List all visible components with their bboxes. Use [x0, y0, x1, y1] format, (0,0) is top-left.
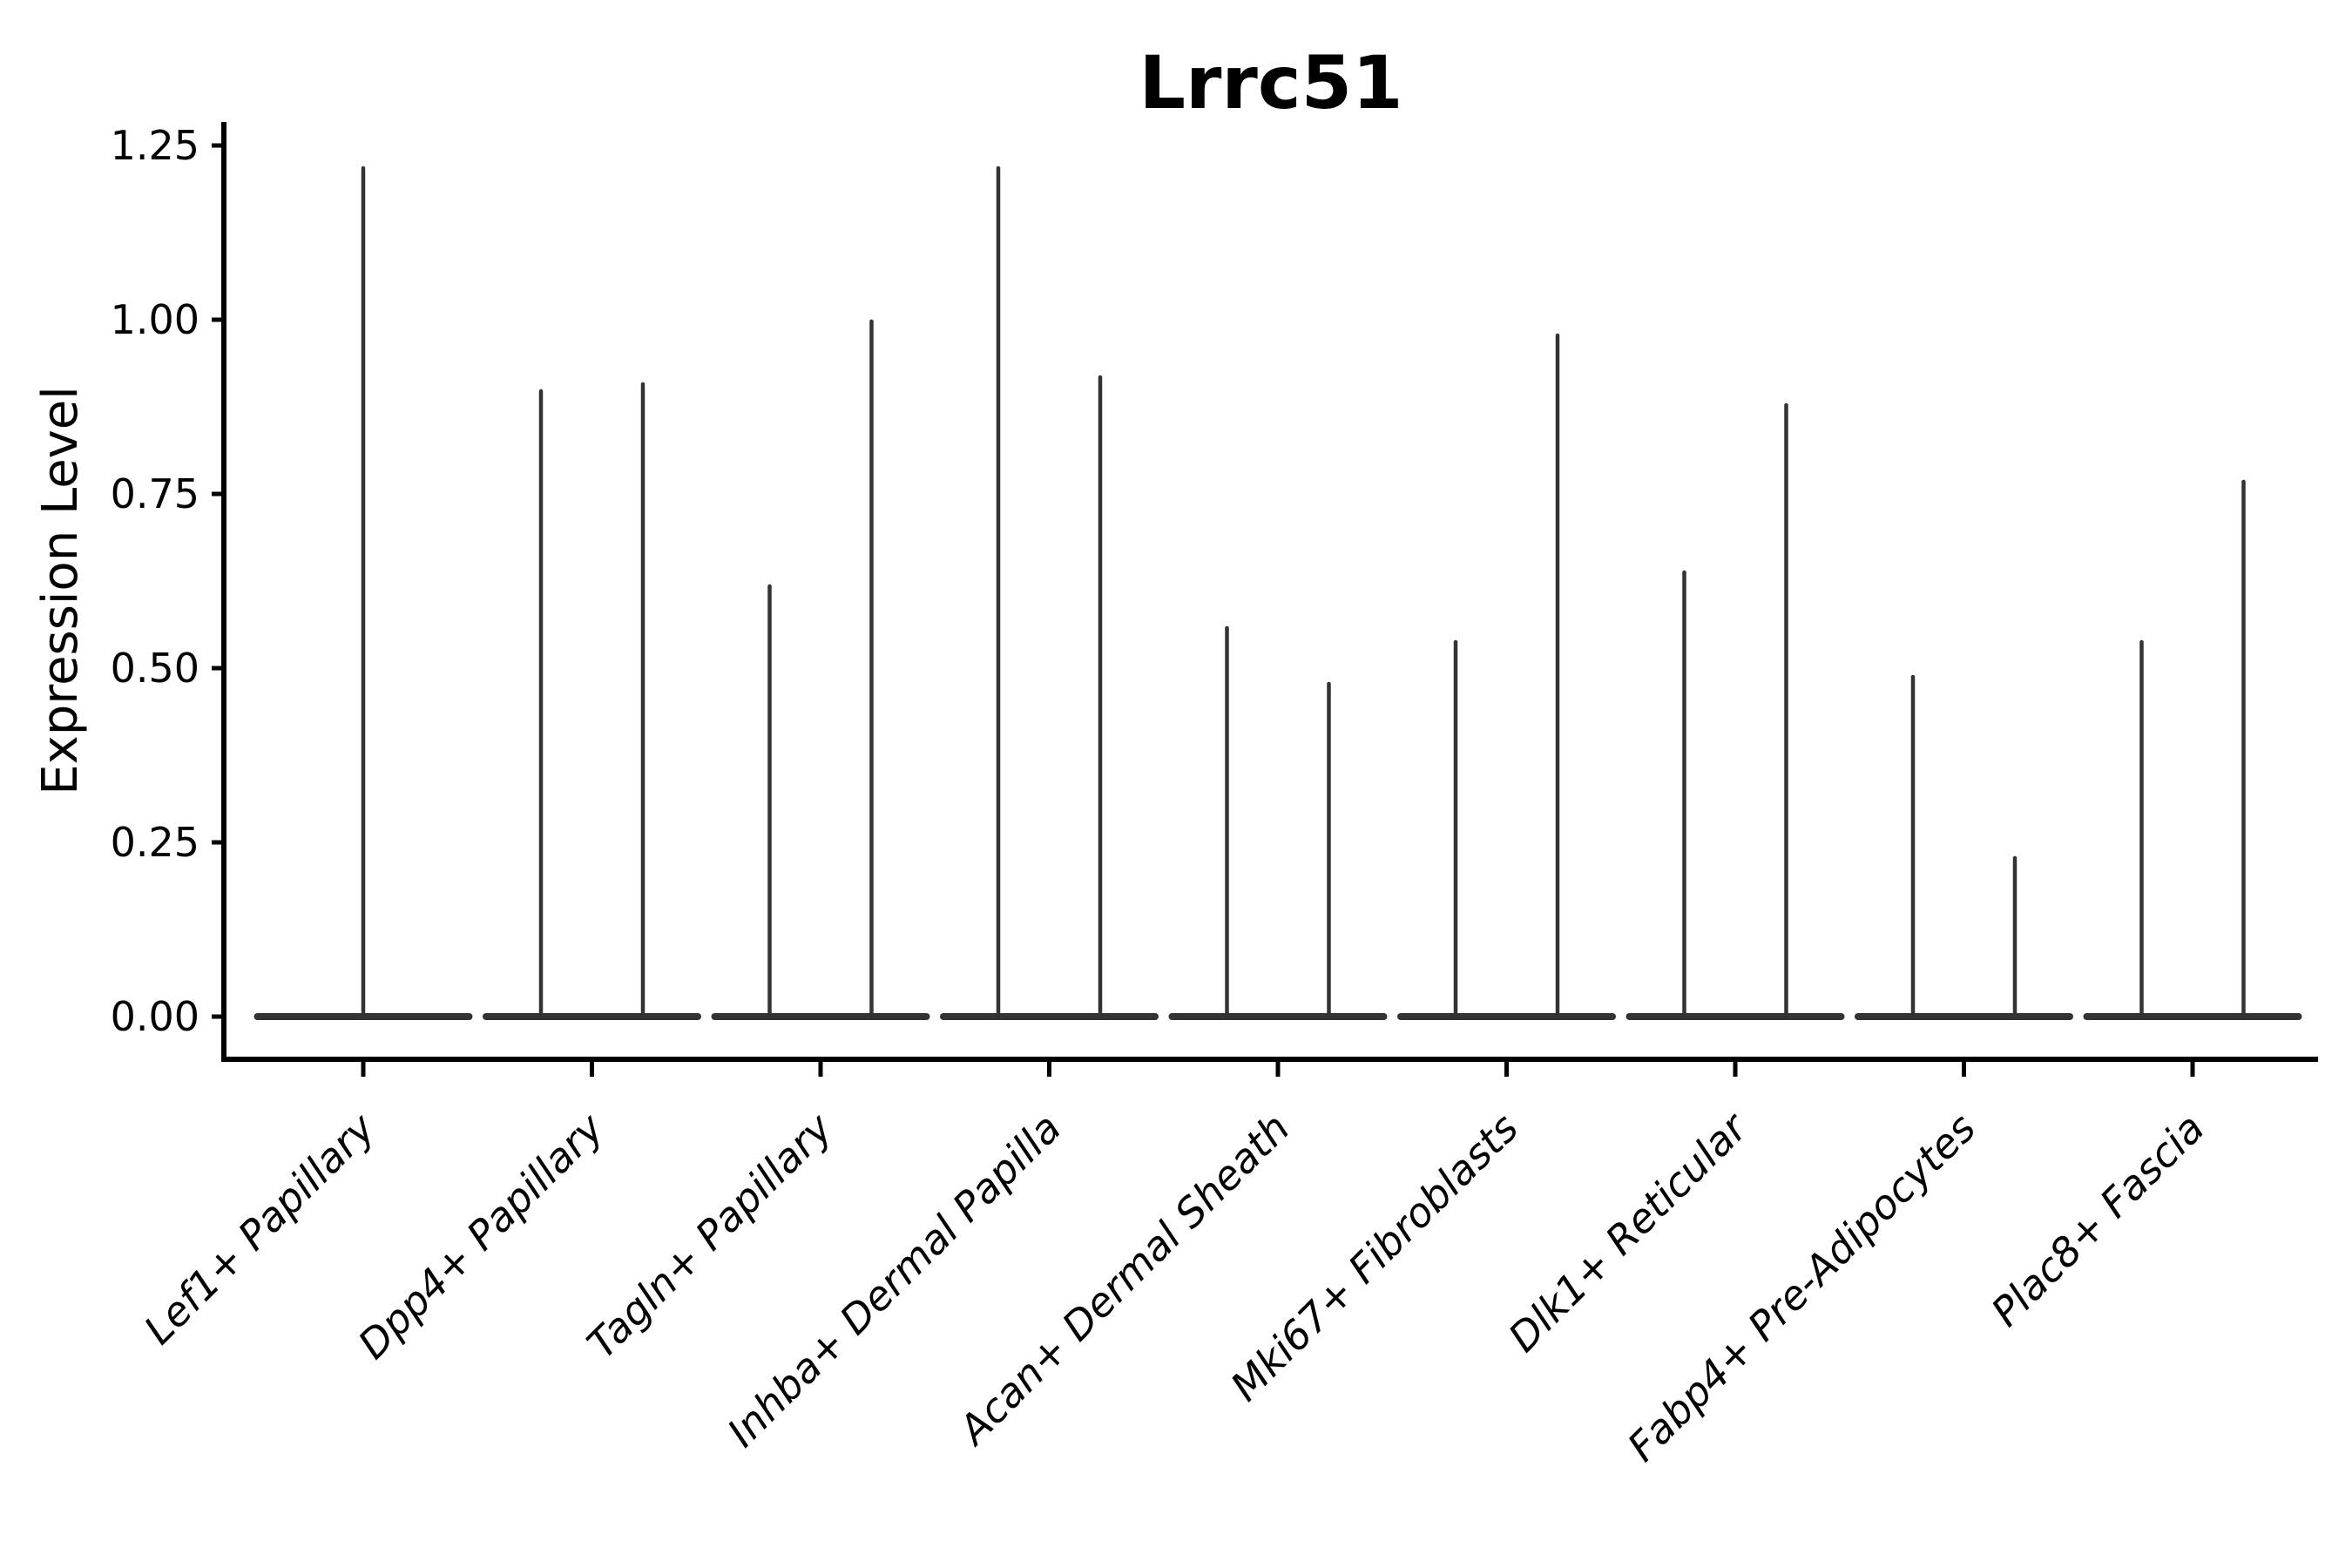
y-tick-label: 0.75 — [111, 470, 199, 517]
violin — [2083, 479, 2302, 1020]
violin — [1855, 674, 2073, 1020]
y-tick-label: 1.00 — [111, 296, 199, 343]
violin — [1625, 402, 1845, 1020]
axes — [221, 122, 2318, 1062]
x-tick-label: Dlk1+ Reticular — [1499, 1102, 1758, 1361]
chart-title: Lrrc51 — [1139, 40, 1402, 125]
violin — [253, 166, 473, 1020]
violin — [1397, 333, 1616, 1020]
y-axis-label: Expression Level — [32, 386, 89, 795]
x-tick-label: Dpp4+ Papillary — [349, 1104, 613, 1368]
y-tick-label: 1.25 — [111, 122, 199, 169]
violin — [940, 166, 1159, 1020]
y-tick-label: 0.25 — [111, 819, 199, 866]
x-tick-label: Plac8+ Fascia — [1982, 1105, 2213, 1335]
violins — [253, 166, 2302, 1020]
y-tick-label: 0.50 — [111, 645, 199, 692]
x-tick-label: Lef1+ Papillary — [135, 1104, 384, 1353]
violin — [711, 319, 930, 1020]
y-tick-label: 0.00 — [111, 993, 199, 1040]
violin — [1168, 625, 1388, 1020]
x-tick-label: Tagln+ Papillary — [578, 1104, 841, 1368]
violin — [483, 382, 701, 1020]
